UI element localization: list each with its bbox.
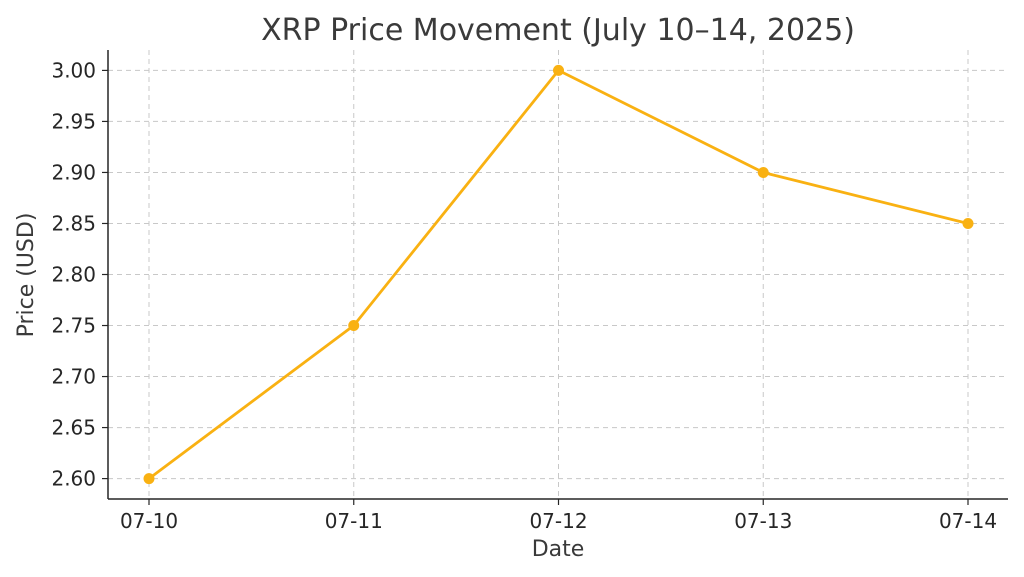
chart-title: XRP Price Movement (July 10–14, 2025) bbox=[261, 13, 855, 48]
data-point bbox=[553, 64, 564, 76]
x-axis-label: Date bbox=[532, 537, 585, 562]
y-tick-label: 2.90 bbox=[51, 160, 96, 184]
y-axis-label: Price (USD) bbox=[14, 213, 39, 338]
x-tick-label: 07-10 bbox=[120, 509, 178, 533]
y-tick-label: 2.95 bbox=[51, 109, 96, 133]
x-tick-label: 07-14 bbox=[939, 509, 997, 533]
axis-ticks: 2.60 2.65 2.70 2.75 2.80 2.85 2.90 2.95 3.00 07-1… bbox=[51, 58, 997, 533]
data-point bbox=[757, 166, 769, 178]
x-tick-label: 07-13 bbox=[734, 509, 792, 533]
data-series bbox=[143, 64, 974, 485]
y-tick-label: 2.80 bbox=[51, 263, 96, 287]
y-tick-label: 2.75 bbox=[51, 314, 96, 338]
y-tick-label: 2.85 bbox=[51, 211, 96, 235]
x-tick-label: 07-12 bbox=[529, 509, 587, 533]
data-point bbox=[348, 320, 360, 332]
y-tick-label: 3.00 bbox=[51, 58, 96, 82]
y-tick-label: 2.65 bbox=[51, 416, 96, 440]
y-tick-label: 2.70 bbox=[51, 365, 96, 389]
x-tick-label: 07-11 bbox=[325, 509, 383, 533]
y-tick-label: 2.60 bbox=[51, 467, 96, 491]
data-point bbox=[962, 217, 974, 229]
gridlines bbox=[108, 50, 1008, 499]
data-point bbox=[143, 473, 155, 485]
